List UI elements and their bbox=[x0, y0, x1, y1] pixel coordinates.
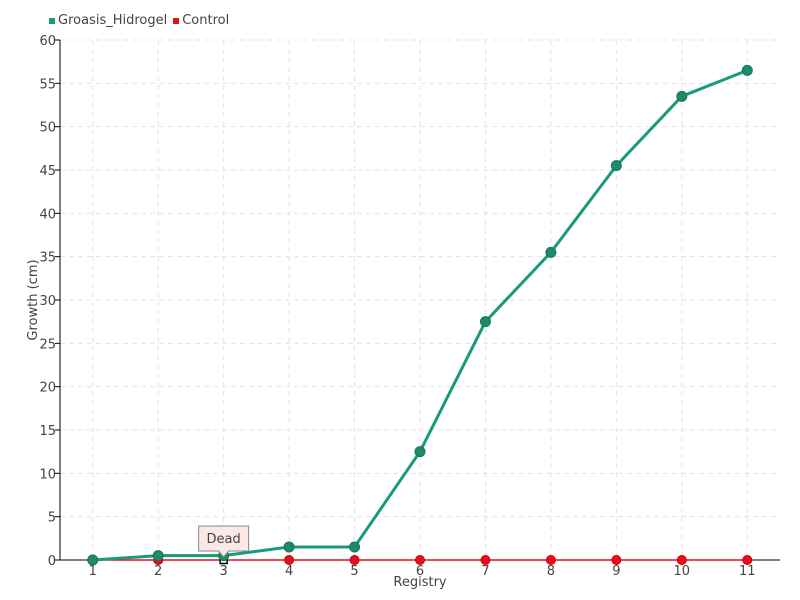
y-tick-label: 50 bbox=[39, 121, 56, 136]
y-tick-label: 45 bbox=[39, 164, 56, 179]
legend-item-control[interactable]: Control bbox=[173, 13, 229, 28]
x-tick-label: 5 bbox=[350, 564, 358, 579]
y-tick-label: 40 bbox=[39, 207, 56, 222]
x-tick-label: 10 bbox=[674, 564, 691, 579]
data-point bbox=[611, 555, 622, 565]
data-point bbox=[741, 64, 753, 76]
legend-label-groasis: Groasis_Hidrogel bbox=[58, 13, 168, 28]
data-point bbox=[742, 555, 753, 565]
x-tick-label: 3 bbox=[219, 564, 227, 579]
data-point bbox=[545, 555, 556, 565]
y-tick-label: 55 bbox=[39, 77, 56, 92]
data-point bbox=[152, 550, 164, 562]
y-tick-label: 25 bbox=[39, 337, 56, 352]
y-tick-label: 10 bbox=[39, 467, 56, 482]
x-tick-label: 9 bbox=[612, 564, 620, 579]
y-axis-label: Growth (cm) bbox=[26, 259, 41, 340]
y-tick-label: 30 bbox=[39, 294, 56, 309]
data-point bbox=[284, 555, 295, 565]
y-tick-label: 35 bbox=[39, 251, 56, 266]
legend-swatch-groasis bbox=[49, 17, 55, 24]
y-tick-label: 20 bbox=[39, 381, 56, 396]
annotation-label: Dead bbox=[207, 532, 241, 547]
data-point bbox=[610, 160, 622, 172]
data-point bbox=[283, 541, 295, 553]
legend-swatch-control bbox=[173, 17, 180, 24]
data-point bbox=[676, 90, 688, 102]
data-point bbox=[676, 555, 687, 565]
annotation-box bbox=[198, 525, 250, 558]
y-tick-label: 0 bbox=[48, 554, 56, 569]
data-point bbox=[87, 554, 99, 566]
y-tick-label: 60 bbox=[39, 34, 56, 49]
data-point bbox=[349, 555, 360, 565]
data-point bbox=[480, 555, 491, 565]
data-point bbox=[545, 246, 557, 258]
data-point bbox=[479, 316, 491, 328]
x-tick-label: 11 bbox=[739, 564, 756, 579]
data-point bbox=[349, 541, 361, 553]
y-tick-label: 15 bbox=[39, 424, 56, 439]
x-tick-label: 7 bbox=[481, 564, 489, 579]
legend-item-groasis[interactable]: Groasis_Hidrogel bbox=[49, 13, 167, 28]
data-point bbox=[414, 446, 426, 458]
x-axis-label: Registry bbox=[393, 575, 447, 590]
x-tick-label: 6 bbox=[416, 564, 424, 579]
legend-label-control: Control bbox=[182, 13, 230, 28]
y-tick-label: 5 bbox=[48, 511, 56, 526]
x-tick-label: 1 bbox=[89, 564, 97, 579]
data-point bbox=[415, 555, 425, 565]
x-tick-label: 4 bbox=[285, 564, 293, 579]
x-tick-label: 2 bbox=[154, 564, 162, 579]
x-tick-label: 8 bbox=[547, 564, 555, 579]
legend: Groasis_Hidrogel Control bbox=[49, 13, 229, 28]
